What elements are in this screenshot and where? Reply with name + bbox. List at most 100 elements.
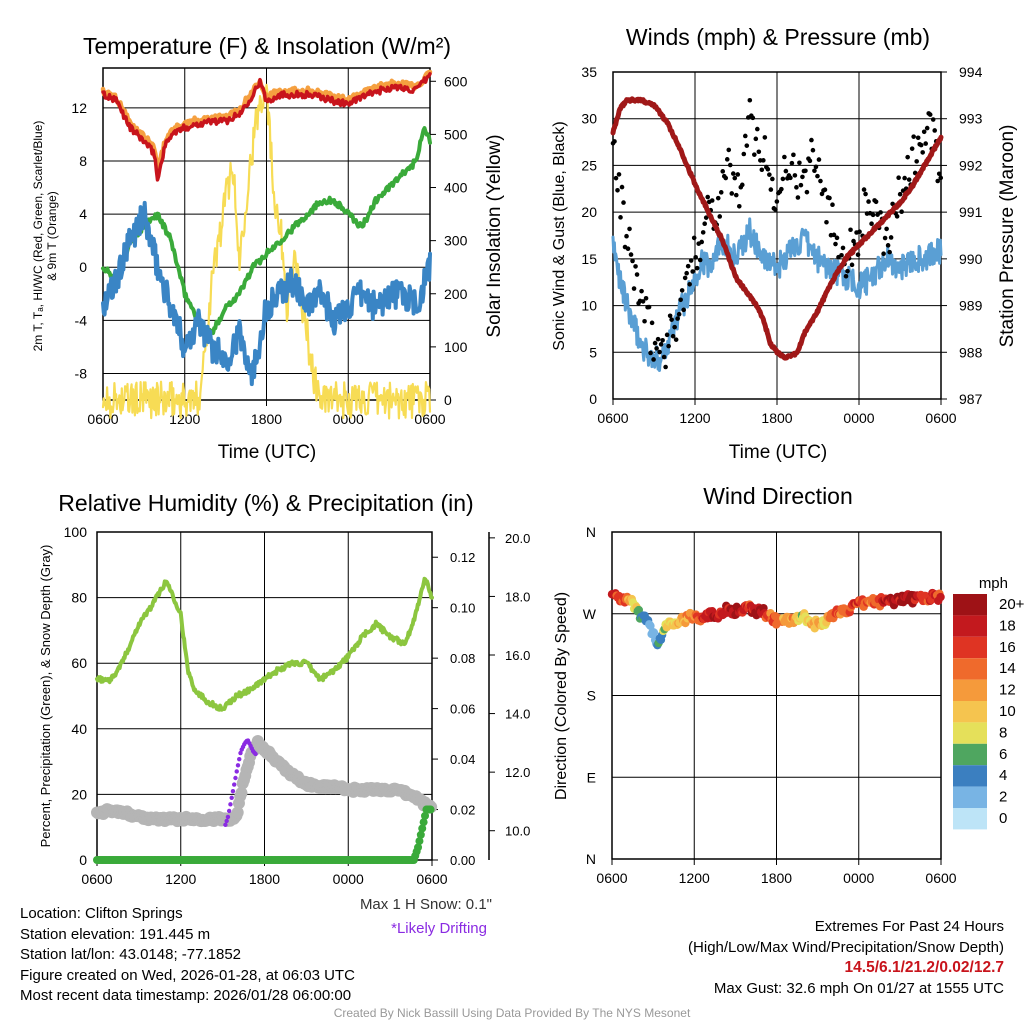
gust-point	[780, 176, 786, 182]
gust-point	[688, 258, 694, 263]
gust-point	[782, 154, 787, 160]
gust-point	[884, 226, 889, 232]
gust-point	[654, 346, 659, 351]
drifting-point	[238, 750, 243, 756]
credit-line: Created By Nick Bassill Using Data Provi…	[333, 1006, 691, 1020]
y2-tick-label: 0.10	[450, 601, 475, 616]
y-tick-label: -8	[75, 365, 88, 381]
x-tick-label: 0000	[843, 410, 874, 426]
gust-point	[684, 270, 689, 276]
y2-tick-label: 992	[959, 157, 983, 173]
y2-tick-label: 400	[444, 180, 468, 196]
direction-point	[649, 628, 659, 637]
rh-title: Relative Humidity (%) & Precipitation (i…	[58, 490, 473, 516]
gust-point	[624, 233, 629, 239]
gust-point	[681, 307, 686, 313]
gust-point	[625, 246, 631, 252]
precip-point	[421, 811, 430, 820]
legend-swatch	[953, 765, 987, 787]
x-tick-label: 1800	[761, 870, 792, 886]
gust-point	[634, 272, 640, 277]
y3-tick-label: 10.0	[505, 824, 530, 839]
temp-panel: 0600 1200 1800 0000 0600-8-40481201002003004…	[71, 67, 468, 427]
gust-point	[833, 241, 838, 247]
y-tick-label: 8	[79, 153, 87, 169]
legend-title: mph	[979, 575, 1008, 592]
gust-point	[816, 157, 822, 162]
gust-point	[742, 133, 748, 139]
gust-point	[640, 299, 646, 304]
y2-tick-label: 0.02	[450, 803, 475, 818]
gust-point	[741, 151, 747, 157]
gust-point	[932, 128, 938, 133]
gust-point	[774, 199, 780, 204]
drifting-point	[225, 814, 231, 820]
snow-depth-point	[235, 787, 248, 800]
gust-point	[845, 268, 850, 274]
wind-ylabel: Sonic Wind & Gust (Blue, Black)	[551, 121, 568, 350]
gust-point	[687, 281, 692, 287]
extremes-subtitle: (High/Low/Max Wind/Precipitation/Snow De…	[688, 938, 1004, 956]
gust-point	[795, 195, 801, 200]
direction-tick-label: N	[586, 524, 596, 540]
legend-label: 4	[999, 767, 1007, 784]
y2-tick-label: 500	[444, 126, 468, 142]
y-tick-label: -4	[75, 312, 88, 328]
gust-point	[902, 175, 907, 181]
legend-label: 14	[999, 660, 1016, 677]
y2-tick-label: 988	[959, 344, 983, 360]
gust-point	[646, 304, 652, 310]
gust-point	[652, 340, 658, 346]
y2-tick-label: 0.08	[450, 651, 475, 666]
gust-point	[834, 235, 840, 241]
wind-chill-line	[101, 200, 432, 387]
gust-point	[718, 190, 724, 195]
drifting-point	[232, 782, 237, 787]
gust-point	[727, 162, 733, 168]
gust-point	[759, 167, 765, 173]
2m-temp-line	[101, 72, 432, 182]
x-tick-label: 0000	[843, 870, 874, 886]
drifting-point	[226, 808, 232, 814]
gust-point	[822, 187, 828, 192]
gust-point	[905, 154, 910, 160]
gust-point	[873, 199, 879, 205]
gust-point	[702, 221, 708, 226]
plot-frame	[102, 67, 431, 401]
gust-point	[693, 254, 698, 260]
legend-swatch	[953, 701, 987, 723]
sonic-wind-line	[611, 217, 943, 372]
gust-point	[815, 173, 820, 179]
gust-point	[794, 185, 799, 190]
y2-tick-label: 100	[444, 339, 468, 355]
gust-point	[911, 134, 916, 139]
gust-point	[657, 349, 662, 355]
gust-point	[762, 135, 768, 140]
gust-point	[849, 262, 855, 268]
max-snow-note: Max 1 H Snow: 0.1"	[359, 896, 492, 913]
gust-point	[812, 168, 817, 174]
y-tick-label: 10	[581, 298, 597, 314]
direction-point	[936, 592, 945, 602]
y-tick-label: 60	[71, 655, 87, 671]
gust-point	[724, 157, 730, 162]
legend-swatch	[953, 808, 987, 830]
gust-point	[840, 245, 846, 251]
x-tick-label: 1200	[165, 871, 196, 887]
gust-point	[633, 264, 638, 269]
drifting-point	[235, 763, 241, 768]
x-tick-label: 0600	[87, 411, 118, 427]
gust-point	[732, 175, 738, 181]
gust-point	[648, 350, 653, 356]
gust-point	[813, 164, 819, 170]
gust-point	[690, 269, 695, 274]
temp-xlabel: Time (UTC)	[218, 442, 317, 463]
gust-point	[658, 342, 664, 347]
gust-point	[643, 295, 649, 301]
legend-swatch	[953, 786, 987, 808]
gust-point	[673, 337, 679, 342]
gust-point	[729, 191, 735, 196]
y-tick-label: 20	[71, 786, 87, 802]
wind-y2label: Station Pressure (Maroon)	[997, 125, 1018, 348]
gust-point	[861, 187, 867, 192]
